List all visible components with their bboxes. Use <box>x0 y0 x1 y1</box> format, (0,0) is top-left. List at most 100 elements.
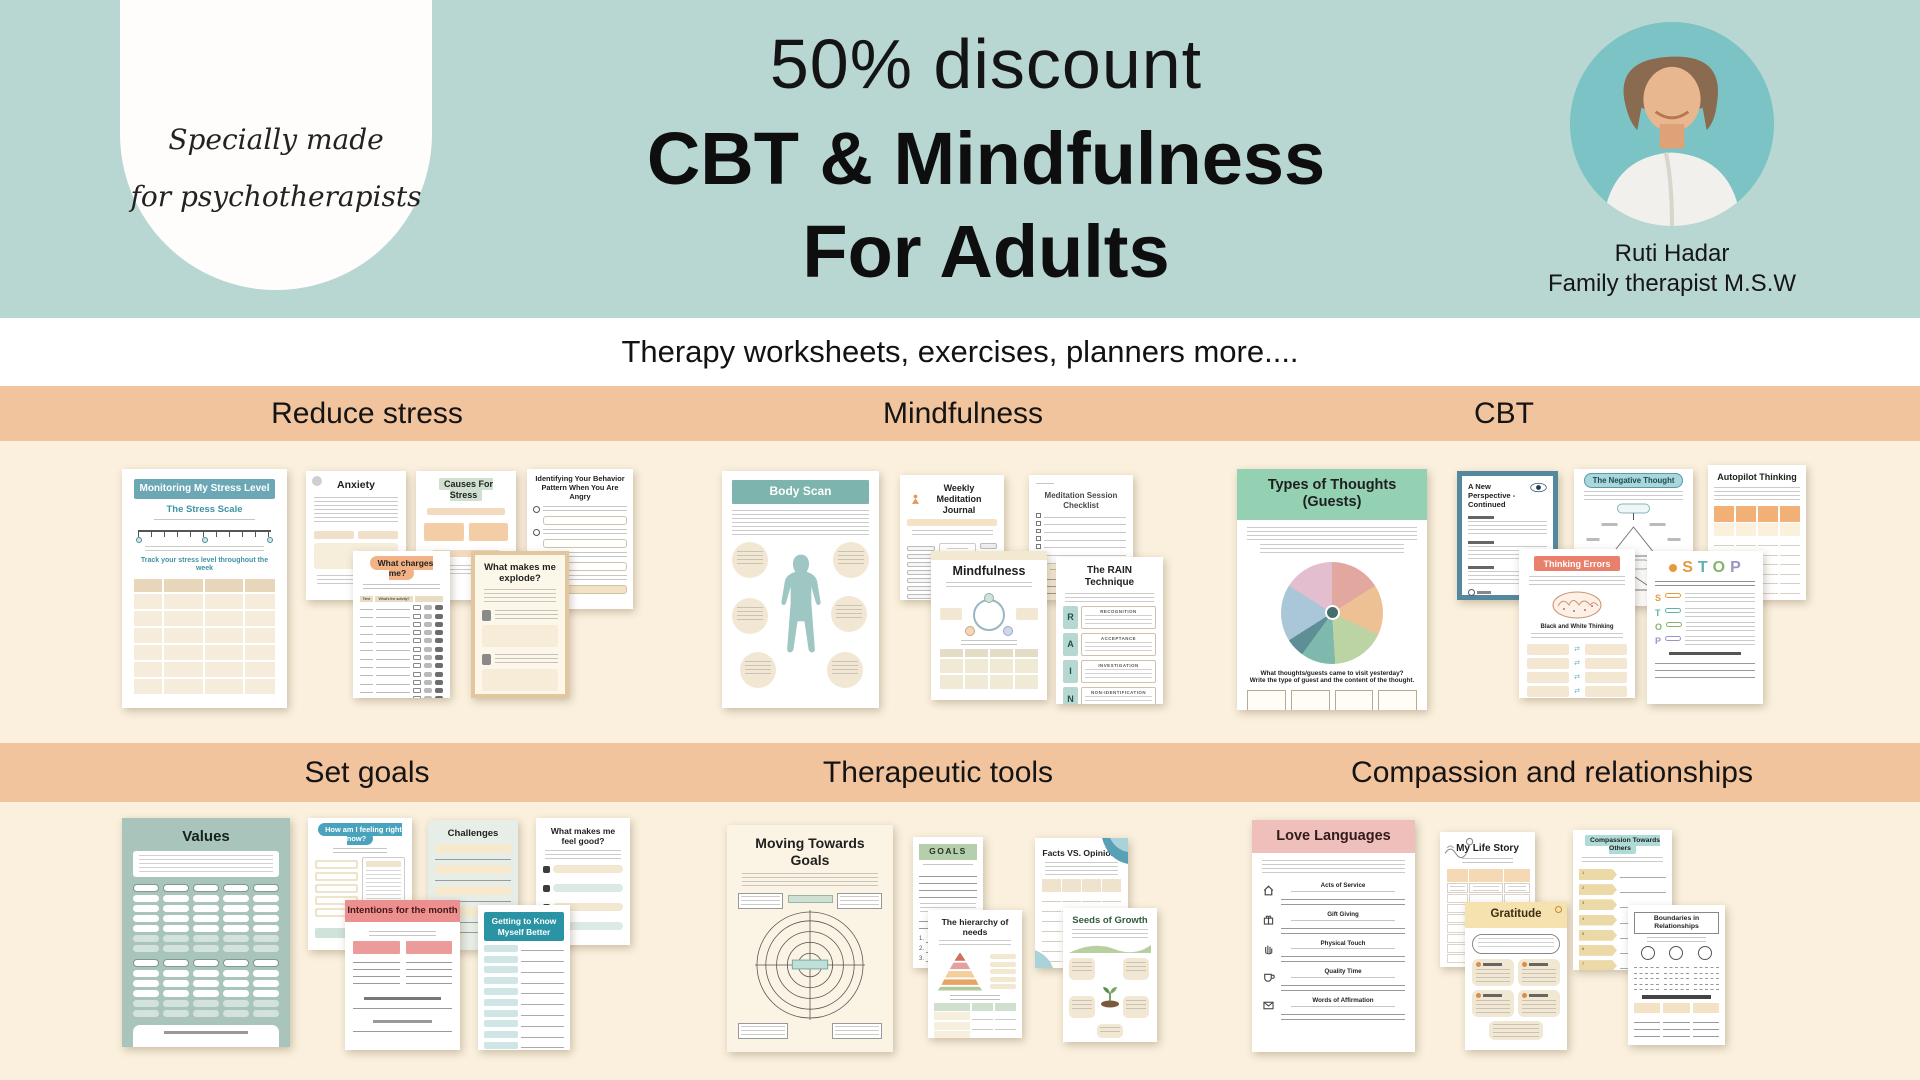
gk <box>920 902 976 913</box>
decor: Time What's the activity? <box>360 595 443 602</box>
decor <box>990 976 1016 982</box>
decor <box>363 996 442 1000</box>
decor <box>1664 985 1689 991</box>
decor <box>424 646 432 652</box>
category-label-set-goals: Set goals <box>304 755 430 789</box>
decor <box>1527 590 1627 623</box>
decor <box>204 627 243 643</box>
decor <box>1586 537 1600 541</box>
decor <box>424 663 432 669</box>
rain-step-label: Non-Identification <box>1090 690 1146 696</box>
gk <box>1473 885 1500 891</box>
decor <box>1694 985 1719 991</box>
decor <box>353 940 400 990</box>
decor <box>1036 536 1126 541</box>
gk <box>543 574 627 581</box>
swap-arrow-icon: ⇄ <box>1574 687 1580 695</box>
decor <box>940 649 1038 689</box>
decor <box>315 895 358 905</box>
decor <box>934 1021 970 1030</box>
decor <box>134 678 162 694</box>
worksheet-title: Facts VS. Opinions <box>1042 848 1121 858</box>
decor <box>482 653 558 665</box>
rl <box>1634 1016 1661 1039</box>
gk <box>1126 962 1146 973</box>
decor <box>223 925 249 932</box>
decor <box>1585 644 1627 656</box>
gk <box>1714 486 1800 501</box>
decor <box>1036 544 1041 549</box>
category-label-reduce-stress: Reduce stress <box>271 396 463 430</box>
decor <box>1664 963 1689 991</box>
decor <box>376 697 410 698</box>
decor <box>253 884 279 952</box>
decor <box>1476 961 1510 967</box>
decor <box>1036 513 1041 518</box>
gk <box>1064 593 1155 602</box>
decor <box>435 696 443 698</box>
gk <box>741 895 780 906</box>
stop-step-letter: S <box>1655 593 1662 604</box>
decor <box>133 1000 159 1007</box>
worksheet-gratitude: Gratitude <box>1465 902 1567 1050</box>
decor <box>1264 974 1272 982</box>
decor: Acts of Service Gift Giving Physical Touch… <box>1252 853 1415 1026</box>
worksheet-title: Thinking Errors <box>1534 556 1620 572</box>
decor <box>315 859 358 869</box>
decor <box>1634 963 1659 991</box>
decor <box>317 873 356 879</box>
decor <box>1643 66 1701 133</box>
gk <box>1290 891 1396 896</box>
goal-target-diagram <box>755 909 865 1020</box>
corner-wave-decor <box>1035 950 1053 968</box>
decor <box>133 884 159 952</box>
decor <box>994 1012 1016 1021</box>
decor <box>990 649 1013 657</box>
decor <box>133 1025 279 1047</box>
worksheet-title: Types of Thoughts (Guests) <box>1267 477 1397 511</box>
decor <box>435 679 443 685</box>
decor: What makes me feel good? <box>536 818 630 944</box>
decor <box>133 884 159 892</box>
decor <box>1591 605 1593 608</box>
decor <box>1527 658 1569 670</box>
decor <box>791 959 829 970</box>
decor <box>413 654 421 660</box>
gk <box>742 872 878 888</box>
decor <box>193 959 219 1017</box>
decor <box>1684 607 1755 617</box>
gk <box>1290 948 1396 953</box>
decor <box>1042 904 1061 913</box>
decor <box>315 907 358 917</box>
worksheet-title: Values <box>182 828 230 845</box>
gk <box>139 855 273 873</box>
rl <box>435 853 511 861</box>
love-language-label: Words of Affirmation <box>1312 996 1374 1004</box>
worksheet-title: What charges me? <box>369 556 434 580</box>
decor <box>163 959 189 967</box>
decor <box>1062 879 1081 893</box>
decor <box>1002 626 1013 636</box>
decor <box>163 1000 189 1007</box>
rain-step-label: Recognition <box>1100 609 1137 614</box>
gk <box>153 519 256 524</box>
decor <box>163 980 189 987</box>
decor <box>360 697 373 698</box>
decor <box>911 498 920 504</box>
decor <box>315 871 358 881</box>
worksheet-seeds-of-growth: Seeds of Growth <box>1063 908 1157 1042</box>
decor <box>1664 607 1681 613</box>
avatar <box>1570 22 1774 226</box>
decor <box>361 856 405 923</box>
gk <box>1685 593 1755 603</box>
decor <box>1522 992 1556 998</box>
decor <box>1779 505 1800 522</box>
decor <box>360 622 373 627</box>
decor <box>1714 505 1735 522</box>
worksheet-title: The RAIN Technique <box>1084 565 1135 588</box>
decor <box>193 990 219 997</box>
sun-icon <box>1555 906 1562 913</box>
rl <box>543 892 623 899</box>
worksheet-title: Seeds of Growth <box>1072 915 1148 926</box>
decor <box>1281 986 1405 991</box>
